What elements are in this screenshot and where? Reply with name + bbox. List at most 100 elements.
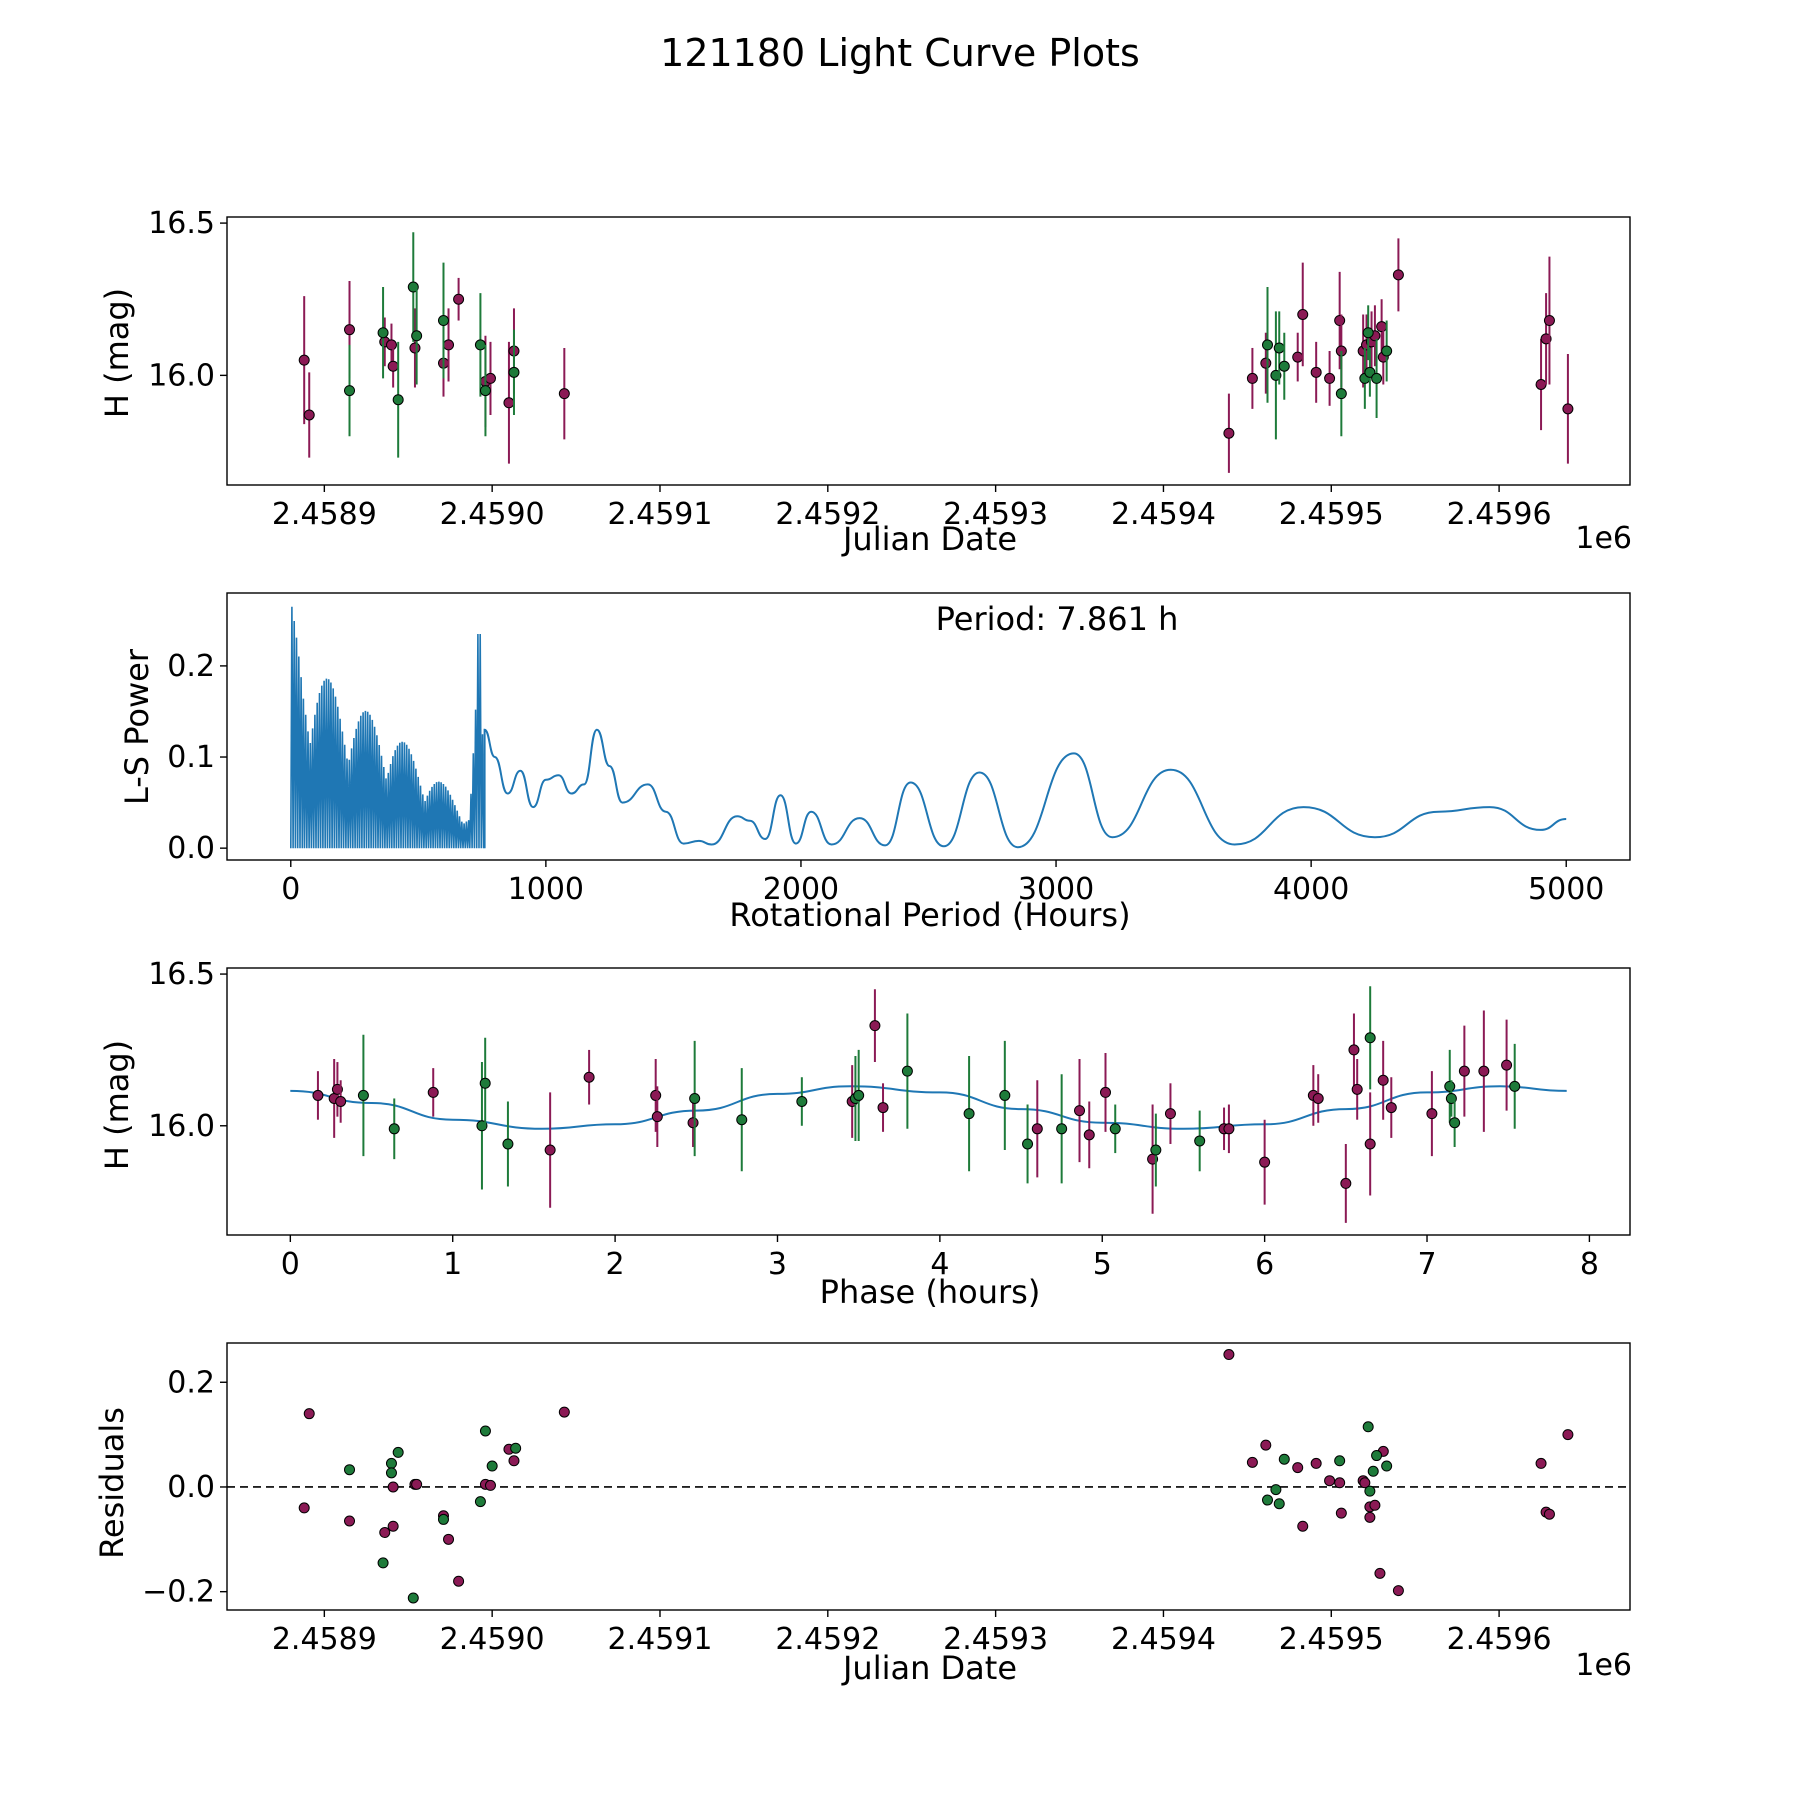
phased-xtick-label: 3 xyxy=(768,1247,787,1282)
lightcurve-xtick-label: 2.4593 xyxy=(943,497,1048,532)
periodogram-dense-line xyxy=(290,606,485,849)
lightcurve-point-purple xyxy=(1535,379,1547,390)
residuals-point-purple xyxy=(387,1481,399,1493)
residuals-point-purple xyxy=(1310,1457,1322,1469)
phased-xtick-label: 7 xyxy=(1417,1247,1436,1282)
phased-point-green xyxy=(1509,1080,1521,1092)
lightcurve-point-green xyxy=(1364,366,1376,378)
residuals-point-purple xyxy=(1246,1456,1258,1468)
phased-point-green xyxy=(1150,1144,1162,1156)
phased-point-green xyxy=(736,1114,748,1126)
residuals-point-green xyxy=(385,1467,397,1479)
residuals-point-green xyxy=(1381,1460,1393,1472)
phased-point-purple xyxy=(1426,1108,1438,1120)
lightcurve-point-green xyxy=(508,366,520,378)
lightcurve-xtick-label: 2.4591 xyxy=(607,497,712,532)
lightcurve-point-green xyxy=(392,394,404,406)
phased-point-purple xyxy=(335,1096,347,1107)
phased-xtick-label: 6 xyxy=(1255,1247,1274,1282)
phased-point-purple xyxy=(1351,1083,1363,1095)
periodogram-panel: Rotational Period (Hours) L-S Power Peri… xyxy=(118,592,1631,934)
residuals-point-purple xyxy=(1374,1567,1386,1579)
residuals-panel: Julian Date Residuals 1e6 2.4589 2.4590 2.… xyxy=(93,1342,1632,1687)
phased-point-green xyxy=(1109,1123,1121,1135)
lightcurve-point-purple xyxy=(503,397,515,409)
phased-point-green xyxy=(901,1065,913,1077)
lightcurve-ylabel: H (mag) xyxy=(98,288,136,418)
lightcurve-point-purple xyxy=(1334,315,1346,327)
lightcurve-point-purple xyxy=(1297,308,1309,320)
phased-point-purple xyxy=(312,1089,324,1101)
residuals-point-purple xyxy=(1392,1585,1404,1597)
phased-point-purple xyxy=(427,1086,439,1098)
phased-point-purple xyxy=(1312,1092,1324,1104)
lightcurve-point-green xyxy=(344,385,356,397)
phased-point-purple xyxy=(650,1089,662,1101)
lightcurve-point-purple xyxy=(1223,427,1235,439)
phased-point-purple xyxy=(1031,1123,1043,1135)
residuals-point-green xyxy=(1270,1484,1282,1496)
lightcurve-xtick-label: 2.4595 xyxy=(1279,497,1384,532)
phased-point-green xyxy=(689,1092,701,1104)
residuals-point-purple xyxy=(1335,1507,1347,1519)
phased-ytick-label: 16.5 xyxy=(148,957,215,992)
periodogram-xtick-label: 5000 xyxy=(1528,872,1604,907)
residuals-point-purple xyxy=(1324,1475,1336,1487)
phased-point-green xyxy=(1056,1123,1068,1135)
lightcurve-point-purple xyxy=(1562,403,1574,415)
residuals-point-green xyxy=(1273,1498,1285,1510)
lightcurve-point-purple xyxy=(558,388,570,400)
lightcurve-xtick-label: 2.4596 xyxy=(1447,497,1552,532)
residuals-point-purple xyxy=(484,1479,496,1491)
periodogram-xlabel: Rotational Period (Hours) xyxy=(729,896,1130,934)
lightcurve-point-green xyxy=(479,385,491,397)
residuals-point-purple xyxy=(1260,1439,1272,1451)
lightcurve-xtick-label: 2.4590 xyxy=(440,497,545,532)
phased-point-purple xyxy=(544,1144,556,1156)
lightcurve-point-purple xyxy=(1376,321,1388,333)
phased-point-green xyxy=(388,1123,400,1135)
residuals-point-green xyxy=(1364,1485,1376,1497)
lightcurve-panel: Julian Date H (mag) 1e6 2.4589 2.4590 2.45… xyxy=(98,206,1632,558)
residuals-point-green xyxy=(474,1496,486,1508)
periodogram-ytick-label: 0.0 xyxy=(167,831,215,866)
phased-fit-line xyxy=(290,1085,1567,1130)
residuals-xtick-label: 2.4595 xyxy=(1279,1622,1384,1657)
phased-point-green xyxy=(1022,1138,1034,1150)
phased-point-green xyxy=(796,1096,808,1107)
phased-panel: Phase (hours) H (mag) 0 1 2 3 4 5 6 7 8 16.0 16.5 xyxy=(98,957,1631,1311)
periodogram-xtick-label: 3000 xyxy=(1018,872,1094,907)
phased-point-green xyxy=(1194,1135,1206,1147)
phased-ylabel: H (mag) xyxy=(98,1040,136,1170)
lightcurve-xtick-label: 2.4589 xyxy=(272,497,377,532)
phased-point-green xyxy=(357,1089,369,1101)
residuals-point-purple xyxy=(387,1520,399,1532)
residuals-ytick-label: −0.2 xyxy=(142,1575,215,1610)
periodogram-xtick-label: 2000 xyxy=(763,872,839,907)
residuals-point-purple xyxy=(1297,1520,1309,1532)
residuals-point-purple xyxy=(411,1478,423,1490)
residuals-point-green xyxy=(407,1592,419,1604)
residuals-point-green xyxy=(392,1446,404,1458)
residuals-point-purple xyxy=(558,1406,570,1418)
phased-point-purple xyxy=(1348,1044,1360,1056)
residuals-point-green xyxy=(479,1425,491,1437)
residuals-point-purple xyxy=(344,1515,356,1527)
lightcurve-point-purple xyxy=(409,342,421,354)
residuals-point-purple xyxy=(303,1408,315,1420)
phased-point-purple xyxy=(1501,1059,1513,1071)
phased-point-purple xyxy=(1223,1123,1235,1135)
lightcurve-point-green xyxy=(1371,372,1383,384)
residuals-xlabel: Julian Date xyxy=(841,1649,1017,1687)
phased-point-purple xyxy=(869,1020,881,1032)
phased-xtick-label: 8 xyxy=(1580,1247,1599,1282)
residuals-point-purple xyxy=(379,1527,391,1539)
residuals-point-green xyxy=(486,1460,498,1472)
lightcurve-point-purple xyxy=(1292,351,1304,363)
residuals-point-purple xyxy=(1562,1429,1574,1441)
lightcurve-point-purple xyxy=(1543,315,1555,327)
residuals-point-purple xyxy=(1359,1477,1371,1489)
lightcurve-point-purple xyxy=(1246,372,1258,384)
phased-point-green xyxy=(1444,1080,1456,1092)
